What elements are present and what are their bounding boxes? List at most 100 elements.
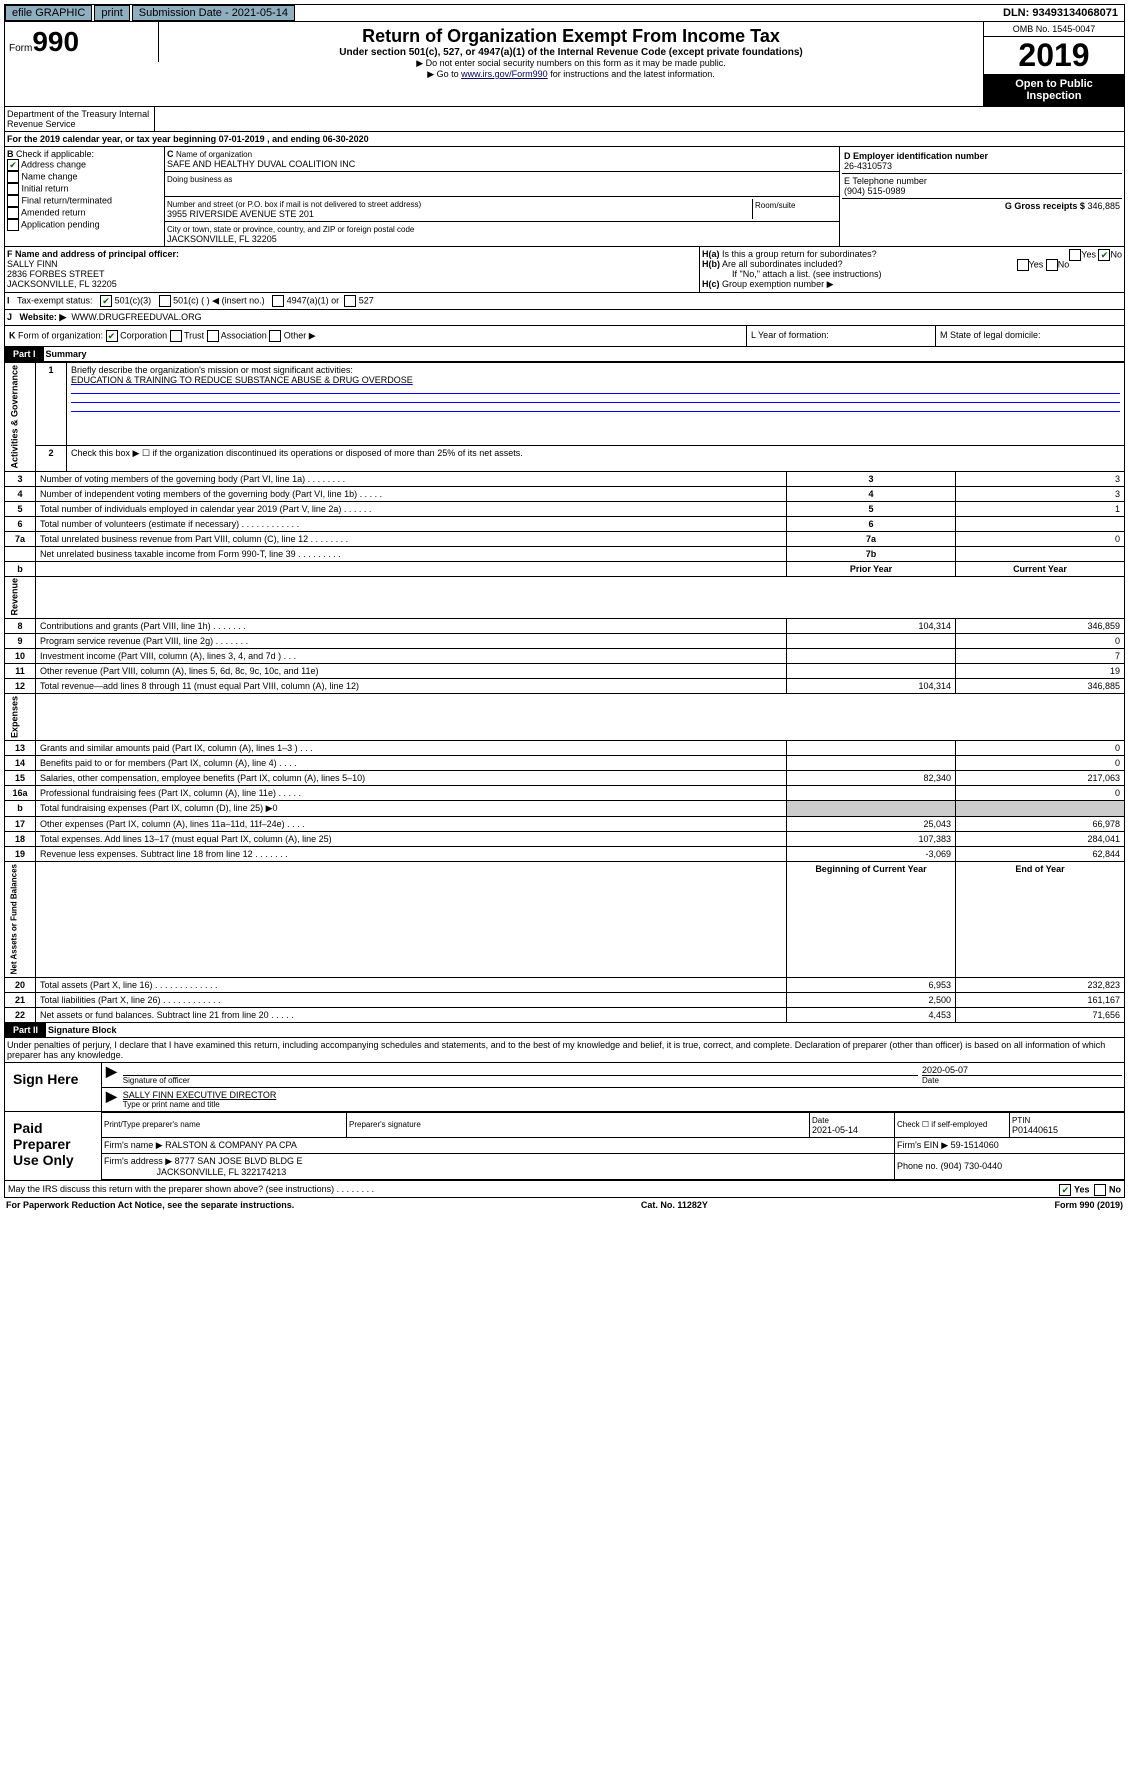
firm-name: RALSTON & COMPANY PA CPA <box>165 1140 297 1150</box>
dept-treasury: Department of the Treasury Internal Reve… <box>5 107 155 131</box>
501c3-checkbox[interactable] <box>100 295 112 307</box>
org-address: 3955 RIVERSIDE AVENUE STE 201 <box>167 209 314 219</box>
table-row: 7aTotal unrelated business revenue from … <box>5 531 1125 546</box>
officer-typed-name: SALLY FINN EXECUTIVE DIRECTOR <box>123 1090 277 1100</box>
table-row: 14Benefits paid to or for members (Part … <box>5 756 1125 771</box>
form-word: Form <box>9 43 32 54</box>
part1-bar: Part I Summary <box>4 347 1125 362</box>
form-990-number: 990 <box>32 26 79 57</box>
submission-date: Submission Date - 2021-05-14 <box>132 5 295 21</box>
officer-name: SALLY FINN <box>7 259 58 269</box>
table-row: 18Total expenses. Add lines 13–17 (must … <box>5 832 1125 847</box>
assoc-checkbox[interactable] <box>207 330 219 342</box>
trust-checkbox[interactable] <box>170 330 182 342</box>
box-j: J Website: ▶ WWW.DRUGFREEDUVAL.ORG <box>4 310 1125 326</box>
paperwork-notice: For Paperwork Reduction Act Notice, see … <box>6 1200 294 1210</box>
arrow-icon: ▶ <box>102 1088 121 1111</box>
print-button[interactable]: print <box>94 5 129 21</box>
final-return-checkbox[interactable] <box>7 195 19 207</box>
table-row: 3Number of voting members of the governi… <box>5 471 1125 486</box>
table-row: 21Total liabilities (Part X, line 26) . … <box>5 992 1125 1007</box>
initial-return-checkbox[interactable] <box>7 183 19 195</box>
box-h: H(a) Is this a group return for subordin… <box>700 247 1124 292</box>
ha-no[interactable] <box>1098 249 1110 261</box>
sig-officer-label: Signature of officer <box>123 1075 918 1085</box>
app-pending-checkbox[interactable] <box>7 219 19 231</box>
527-checkbox[interactable] <box>344 295 356 307</box>
table-row: 5Total number of individuals employed in… <box>5 501 1125 516</box>
hb-yes[interactable] <box>1017 259 1029 271</box>
table-row: 15Salaries, other compensation, employee… <box>5 771 1125 786</box>
dept-row: Department of the Treasury Internal Reve… <box>4 107 1125 132</box>
prep-name-label: Print/Type preparer's name <box>102 1112 347 1137</box>
addr-change-checkbox[interactable] <box>7 159 19 171</box>
ptin-value: P01440615 <box>1012 1125 1058 1135</box>
part2-label: Part II <box>5 1023 46 1037</box>
perjury-text: Under penalties of perjury, I declare th… <box>4 1038 1125 1063</box>
part2-bar: Part II Signature Block <box>4 1023 1125 1038</box>
org-name: SAFE AND HEALTHY DUVAL COALITION INC <box>167 159 355 169</box>
corp-checkbox[interactable] <box>106 330 118 342</box>
mission-text: EDUCATION & TRAINING TO REDUCE SUBSTANCE… <box>71 375 413 385</box>
part1-label: Part I <box>5 347 44 361</box>
discuss-no[interactable] <box>1094 1184 1106 1196</box>
table-row: 12Total revenue—add lines 8 through 11 (… <box>5 679 1125 694</box>
cat-no: Cat. No. 11282Y <box>641 1200 708 1210</box>
hdr-begin: Beginning of Current Year <box>787 862 956 977</box>
part1-table: Activities & Governance 1 Briefly descri… <box>4 362 1125 1023</box>
box-f: F Name and address of principal officer:… <box>5 247 700 292</box>
box-b: B Check if applicable: Address change Na… <box>5 147 165 246</box>
discuss-yes[interactable] <box>1059 1184 1071 1196</box>
table-row: 20Total assets (Part X, line 16) . . . .… <box>5 977 1125 992</box>
ha-yes[interactable] <box>1069 249 1081 261</box>
part2-title: Signature Block <box>46 1023 119 1037</box>
501c-checkbox[interactable] <box>159 295 171 307</box>
efile-label: efile GRAPHIC <box>5 5 92 21</box>
top-toolbar: efile GRAPHIC print Submission Date - 20… <box>4 4 1125 22</box>
hdr-end: End of Year <box>956 862 1125 977</box>
form-subtitle: Under section 501(c), 527, or 4947(a)(1)… <box>163 47 979 58</box>
name-change-checkbox[interactable] <box>7 171 19 183</box>
year-formation: L Year of formation: <box>747 326 936 346</box>
table-row: 19Revenue less expenses. Subtract line 1… <box>5 847 1125 862</box>
table-row: 13Grants and similar amounts paid (Part … <box>5 741 1125 756</box>
table-row: 9Program service revenue (Part VIII, lin… <box>5 634 1125 649</box>
phone-value: (904) 515-0989 <box>844 186 906 196</box>
box-klm: K Form of organization: Corporation Trus… <box>4 326 1125 347</box>
hdr-prior: Prior Year <box>787 561 956 576</box>
state-domicile: M State of legal domicile: <box>936 326 1124 346</box>
arrow-icon: ▶ <box>102 1063 121 1087</box>
part1-title: Summary <box>44 347 89 361</box>
paid-preparer-label: Paid Preparer Use Only <box>5 1112 101 1180</box>
prep-sig-label: Preparer's signature <box>347 1112 810 1137</box>
tax-year: 2019 <box>984 37 1124 74</box>
sign-here-block: Sign Here ▶ Signature of officer 2020-05… <box>4 1063 1125 1112</box>
other-checkbox[interactable] <box>269 330 281 342</box>
sig-date: 2020-05-07 <box>922 1065 968 1075</box>
officer-section: F Name and address of principal officer:… <box>4 247 1125 293</box>
table-row: 16aProfessional fundraising fees (Part I… <box>5 786 1125 801</box>
page-footer: For Paperwork Reduction Act Notice, see … <box>4 1198 1125 1212</box>
table-row: 4Number of independent voting members of… <box>5 486 1125 501</box>
irs-link[interactable]: www.irs.gov/Form990 <box>461 69 548 79</box>
hb-no[interactable] <box>1046 259 1058 271</box>
room-suite: Room/suite <box>752 199 837 219</box>
website-value: WWW.DRUGFREEDUVAL.ORG <box>71 312 201 322</box>
hdr-current: Current Year <box>956 561 1125 576</box>
amended-checkbox[interactable] <box>7 207 19 219</box>
org-city: JACKSONVILLE, FL 32205 <box>167 234 277 244</box>
vtab-revenue: Revenue <box>5 576 36 619</box>
paid-preparer-block: Paid Preparer Use Only Print/Type prepar… <box>4 1112 1125 1181</box>
omb-number: OMB No. 1545-0047 <box>984 22 1124 37</box>
4947-checkbox[interactable] <box>272 295 284 307</box>
identity-section: B Check if applicable: Address change Na… <box>4 147 1125 247</box>
self-employed-check[interactable]: Check ☐ if self-employed <box>895 1112 1010 1137</box>
prep-date: 2021-05-14 <box>812 1125 858 1135</box>
goto-note: ▶ Go to www.irs.gov/Form990 for instruct… <box>163 69 979 80</box>
table-row: 11Other revenue (Part VIII, column (A), … <box>5 664 1125 679</box>
form-number-box: Form990 <box>5 22 159 62</box>
form-ref: Form 990 (2019) <box>1054 1200 1123 1210</box>
vtab-governance: Activities & Governance <box>5 363 36 472</box>
table-row: 22Net assets or fund balances. Subtract … <box>5 1007 1125 1022</box>
discuss-row: May the IRS discuss this return with the… <box>4 1181 1125 1198</box>
